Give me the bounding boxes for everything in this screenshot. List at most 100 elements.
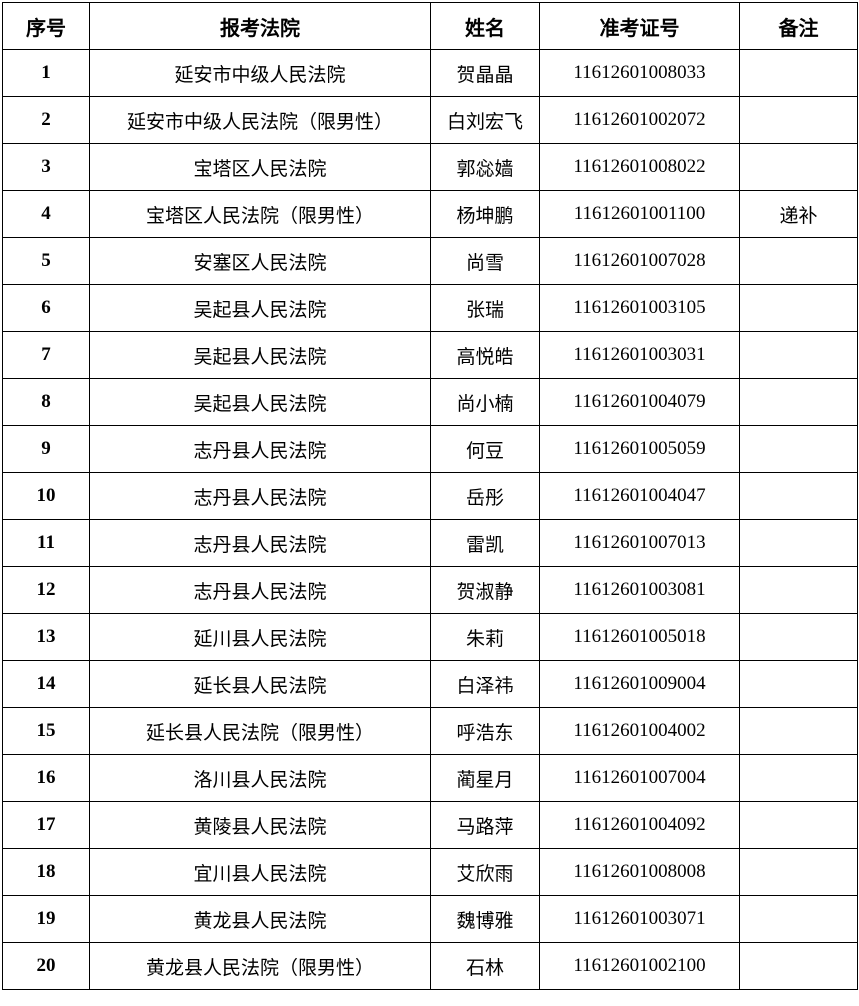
table-row: 15 延长县人民法院（限男性） 呼浩东 11612601004002 — [2, 707, 858, 755]
cell-name: 高悦皓 — [430, 331, 540, 379]
cell-court: 黄龙县人民法院 — [89, 895, 431, 943]
cell-seq: 6 — [2, 284, 90, 332]
cell-name: 蔺星月 — [430, 754, 540, 802]
cell-note — [739, 660, 858, 708]
cell-exam-id: 11612601008008 — [539, 848, 740, 896]
cell-court: 安塞区人民法院 — [89, 237, 431, 285]
table-row: 12 志丹县人民法院 贺淑静 11612601003081 — [2, 566, 858, 614]
cell-name: 杨坤鹏 — [430, 190, 540, 238]
cell-note — [739, 143, 858, 191]
cell-name: 魏博雅 — [430, 895, 540, 943]
cell-seq: 15 — [2, 707, 90, 755]
table-row: 18 宜川县人民法院 艾欣雨 11612601008008 — [2, 848, 858, 896]
cell-note — [739, 566, 858, 614]
cell-seq: 14 — [2, 660, 90, 708]
cell-court: 宜川县人民法院 — [89, 848, 431, 896]
table-row: 2 延安市中级人民法院（限男性） 白刘宏飞 11612601002072 — [2, 96, 858, 144]
header-seq: 序号 — [2, 2, 90, 50]
cell-seq: 4 — [2, 190, 90, 238]
cell-exam-id: 11612601004002 — [539, 707, 740, 755]
cell-court: 黄龙县人民法院（限男性） — [89, 942, 431, 990]
cell-name: 艾欣雨 — [430, 848, 540, 896]
cell-name: 贺晶晶 — [430, 49, 540, 97]
cell-seq: 2 — [2, 96, 90, 144]
cell-exam-id: 11612601009004 — [539, 660, 740, 708]
cell-exam-id: 11612601001100 — [539, 190, 740, 238]
cell-court: 宝塔区人民法院 — [89, 143, 431, 191]
cell-name: 郭惢嫱 — [430, 143, 540, 191]
cell-exam-id: 11612601004092 — [539, 801, 740, 849]
header-row: 序号 报考法院 姓名 准考证号 备注 — [2, 2, 858, 50]
cell-court: 志丹县人民法院 — [89, 425, 431, 473]
cell-court: 延长县人民法院（限男性） — [89, 707, 431, 755]
table-row: 9 志丹县人民法院 何豆 11612601005059 — [2, 425, 858, 473]
cell-name: 雷凯 — [430, 519, 540, 567]
table-row: 4 宝塔区人民法院（限男性） 杨坤鹏 11612601001100 递补 — [2, 190, 858, 238]
table-row: 6 吴起县人民法院 张瑞 11612601003105 — [2, 284, 858, 332]
table-row: 5 安塞区人民法院 尚雪 11612601007028 — [2, 237, 858, 285]
cell-name: 白刘宏飞 — [430, 96, 540, 144]
table-row: 7 吴起县人民法院 高悦皓 11612601003031 — [2, 331, 858, 379]
cell-name: 张瑞 — [430, 284, 540, 332]
cell-seq: 9 — [2, 425, 90, 473]
cell-note — [739, 801, 858, 849]
cell-court: 延安市中级人民法院 — [89, 49, 431, 97]
table-row: 8 吴起县人民法院 尚小楠 11612601004079 — [2, 378, 858, 426]
header-note: 备注 — [739, 2, 858, 50]
cell-note — [739, 96, 858, 144]
header-court: 报考法院 — [89, 2, 431, 50]
cell-note — [739, 848, 858, 896]
cell-name: 岳彤 — [430, 472, 540, 520]
cell-note: 递补 — [739, 190, 858, 238]
header-name: 姓名 — [430, 2, 540, 50]
table-row: 14 延长县人民法院 白泽祎 11612601009004 — [2, 660, 858, 708]
cell-note — [739, 378, 858, 426]
cell-seq: 5 — [2, 237, 90, 285]
cell-note — [739, 754, 858, 802]
cell-note — [739, 331, 858, 379]
cell-court: 宝塔区人民法院（限男性） — [89, 190, 431, 238]
cell-name: 贺淑静 — [430, 566, 540, 614]
cell-exam-id: 11612601003105 — [539, 284, 740, 332]
cell-exam-id: 11612601004047 — [539, 472, 740, 520]
cell-name: 尚小楠 — [430, 378, 540, 426]
table-row: 19 黄龙县人民法院 魏博雅 11612601003071 — [2, 895, 858, 943]
cell-note — [739, 237, 858, 285]
cell-exam-id: 11612601007028 — [539, 237, 740, 285]
cell-exam-id: 11612601003071 — [539, 895, 740, 943]
cell-seq: 11 — [2, 519, 90, 567]
candidate-table: 序号 报考法院 姓名 准考证号 备注 1 延安市中级人民法院 贺晶晶 11612601… — [2, 2, 858, 990]
cell-note — [739, 519, 858, 567]
cell-note — [739, 284, 858, 332]
table-row: 10 志丹县人民法院 岳彤 11612601004047 — [2, 472, 858, 520]
table-row: 11 志丹县人民法院 雷凯 11612601007013 — [2, 519, 858, 567]
cell-exam-id: 11612601002100 — [539, 942, 740, 990]
cell-note — [739, 472, 858, 520]
cell-exam-id: 11612601002072 — [539, 96, 740, 144]
cell-name: 石林 — [430, 942, 540, 990]
cell-exam-id: 11612601005059 — [539, 425, 740, 473]
cell-seq: 1 — [2, 49, 90, 97]
cell-exam-id: 11612601003031 — [539, 331, 740, 379]
cell-court: 志丹县人民法院 — [89, 519, 431, 567]
cell-court: 吴起县人民法院 — [89, 331, 431, 379]
table-row: 20 黄龙县人民法院（限男性） 石林 11612601002100 — [2, 942, 858, 990]
cell-seq: 19 — [2, 895, 90, 943]
cell-note — [739, 942, 858, 990]
cell-note — [739, 613, 858, 661]
cell-court: 延安市中级人民法院（限男性） — [89, 96, 431, 144]
cell-name: 马路萍 — [430, 801, 540, 849]
header-exam-id: 准考证号 — [539, 2, 740, 50]
table-row: 16 洛川县人民法院 蔺星月 11612601007004 — [2, 754, 858, 802]
cell-exam-id: 11612601007004 — [539, 754, 740, 802]
cell-seq: 20 — [2, 942, 90, 990]
cell-exam-id: 11612601007013 — [539, 519, 740, 567]
cell-exam-id: 11612601008033 — [539, 49, 740, 97]
table-body: 1 延安市中级人民法院 贺晶晶 11612601008033 2 延安市中级人民法院（限男… — [2, 49, 858, 990]
cell-exam-id: 11612601008022 — [539, 143, 740, 191]
cell-note — [739, 425, 858, 473]
cell-seq: 8 — [2, 378, 90, 426]
cell-exam-id: 11612601003081 — [539, 566, 740, 614]
cell-name: 尚雪 — [430, 237, 540, 285]
cell-court: 延川县人民法院 — [89, 613, 431, 661]
